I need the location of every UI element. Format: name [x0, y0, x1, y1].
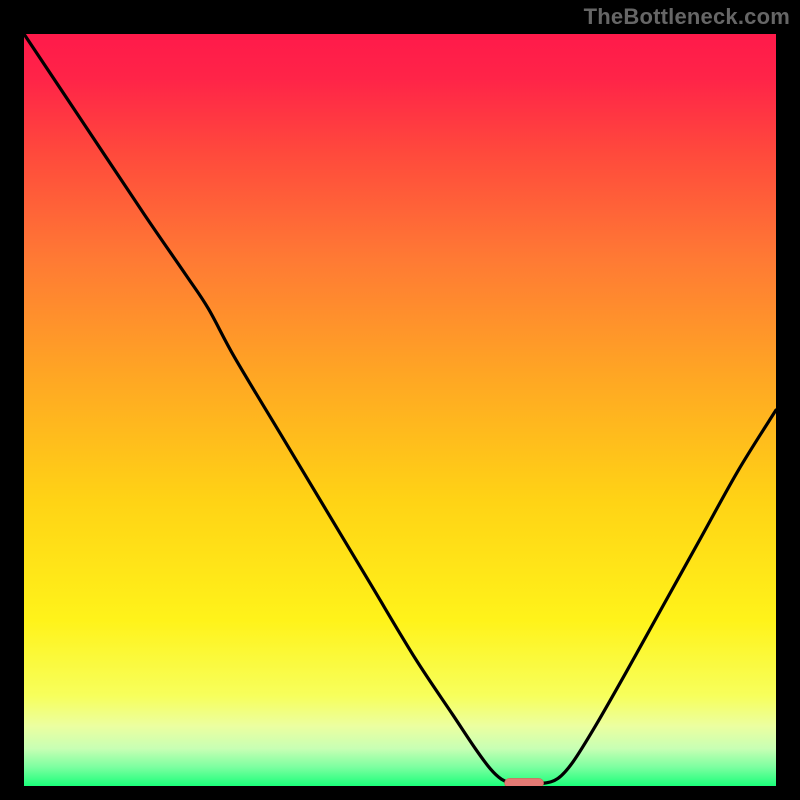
gradient-background [24, 34, 776, 786]
chart-frame: TheBottleneck.com [0, 0, 800, 800]
attribution-text: TheBottleneck.com [584, 4, 790, 30]
optimum-marker [505, 778, 544, 786]
bottleneck-curve-svg [24, 34, 776, 786]
plot-area [24, 34, 776, 786]
